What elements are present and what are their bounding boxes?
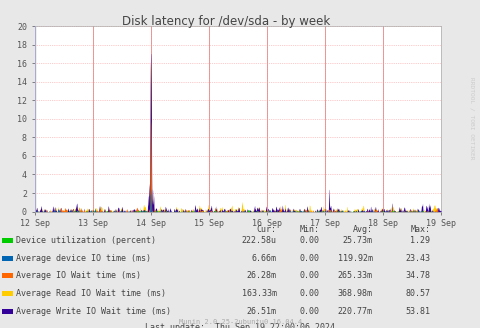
Text: Avg:: Avg: [352,225,372,234]
Text: 34.78: 34.78 [405,271,430,280]
Text: 0.00: 0.00 [299,271,319,280]
Text: 6.66m: 6.66m [251,254,276,263]
Text: Average device IO time (ms): Average device IO time (ms) [16,254,151,263]
Text: 119.92m: 119.92m [337,254,372,263]
Text: 0.00: 0.00 [299,289,319,298]
Text: Average Read IO Wait time (ms): Average Read IO Wait time (ms) [16,289,166,298]
Text: 53.81: 53.81 [405,307,430,316]
Text: 0.00: 0.00 [299,307,319,316]
Text: 220.77m: 220.77m [337,307,372,316]
Text: 25.73m: 25.73m [342,236,372,245]
Text: 163.33m: 163.33m [241,289,276,298]
Text: 368.98m: 368.98m [337,289,372,298]
Text: 23.43: 23.43 [405,254,430,263]
Text: Cur:: Cur: [256,225,276,234]
Text: Average Write IO Wait time (ms): Average Write IO Wait time (ms) [16,307,170,316]
Text: 265.33m: 265.33m [337,271,372,280]
Text: Munin 2.0.25-2ubuntu0.16.04.4: Munin 2.0.25-2ubuntu0.16.04.4 [179,319,301,325]
Text: Device utilization (percent): Device utilization (percent) [16,236,156,245]
Text: Max:: Max: [409,225,430,234]
Text: 80.57: 80.57 [405,289,430,298]
Text: RRDTOOL / TOBI OETIKER: RRDTOOL / TOBI OETIKER [469,77,474,159]
Text: 26.28m: 26.28m [246,271,276,280]
Text: 1.29: 1.29 [409,236,430,245]
Text: Last update:  Thu Sep 19 22:00:06 2024: Last update: Thu Sep 19 22:00:06 2024 [145,323,335,328]
Text: 26.51m: 26.51m [246,307,276,316]
Text: 0.00: 0.00 [299,254,319,263]
Text: 222.58u: 222.58u [241,236,276,245]
Text: Average IO Wait time (ms): Average IO Wait time (ms) [16,271,141,280]
Text: 0.00: 0.00 [299,236,319,245]
Text: Disk latency for /dev/sda - by week: Disk latency for /dev/sda - by week [122,15,329,28]
Text: Min:: Min: [299,225,319,234]
